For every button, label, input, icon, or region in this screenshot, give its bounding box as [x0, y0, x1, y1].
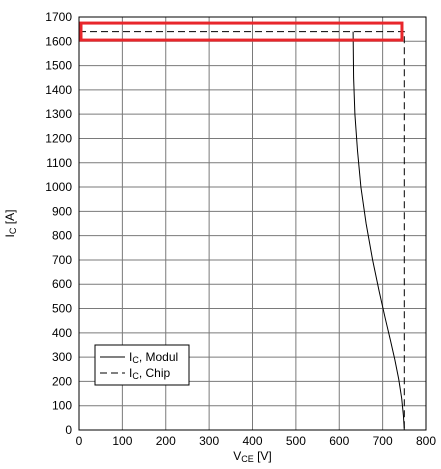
- tick-labels: 0 100 200 300 400 500 600 700 800 0 100 200 300 400 50…: [45, 10, 436, 448]
- x-tick-label: 700: [373, 434, 393, 448]
- x-tick-label: 800: [416, 434, 436, 448]
- y-tick-label: 400: [52, 326, 72, 340]
- annotations: [79, 21, 404, 42]
- y-tick-label: 1400: [45, 83, 72, 97]
- y-tick-label: 500: [52, 302, 72, 316]
- legend-label-chip: IC, Chip: [129, 366, 171, 381]
- plot-frame: [78, 16, 427, 431]
- y-tick-label: 1500: [45, 59, 72, 73]
- series-line-chip: [79, 31, 405, 430]
- legend-label-modul: IC, Modul: [129, 350, 178, 365]
- y-tick-label: 1600: [45, 34, 72, 48]
- y-tick-label: 300: [52, 350, 72, 364]
- y-tick-label: 900: [52, 204, 72, 218]
- y-tick-label: 0: [65, 423, 72, 437]
- y-tick-label: 100: [52, 399, 72, 413]
- x-tick-label: 100: [112, 434, 132, 448]
- y-tick-label: 1200: [45, 131, 72, 145]
- x-tick-label: 300: [199, 434, 219, 448]
- x-tick-label: 400: [242, 434, 262, 448]
- x-axis-label: VCE [V]: [233, 449, 272, 464]
- legend-box: [94, 344, 190, 386]
- series-line-modul: [352, 31, 405, 431]
- y-tick-label: 600: [52, 277, 72, 291]
- x-tick-label: 200: [156, 434, 176, 448]
- series-lines: [79, 31, 405, 431]
- y-tick-label: 700: [52, 253, 72, 267]
- y-tick-label: 1300: [45, 107, 72, 121]
- y-tick-label: 200: [52, 374, 72, 388]
- y-tick-label: 1000: [45, 180, 72, 194]
- x-tick-label: 600: [329, 434, 349, 448]
- legend: IC, Modul IC, Chip: [94, 344, 190, 386]
- y-tick-label: 800: [52, 229, 72, 243]
- x-tick-label: 500: [286, 434, 306, 448]
- x-tick-label: 0: [76, 434, 83, 448]
- y-axis-label: IC [A]: [3, 210, 18, 238]
- y-tick-label: 1100: [46, 156, 72, 170]
- highlight-box: [79, 21, 404, 42]
- y-tick-label: 1700: [45, 10, 72, 24]
